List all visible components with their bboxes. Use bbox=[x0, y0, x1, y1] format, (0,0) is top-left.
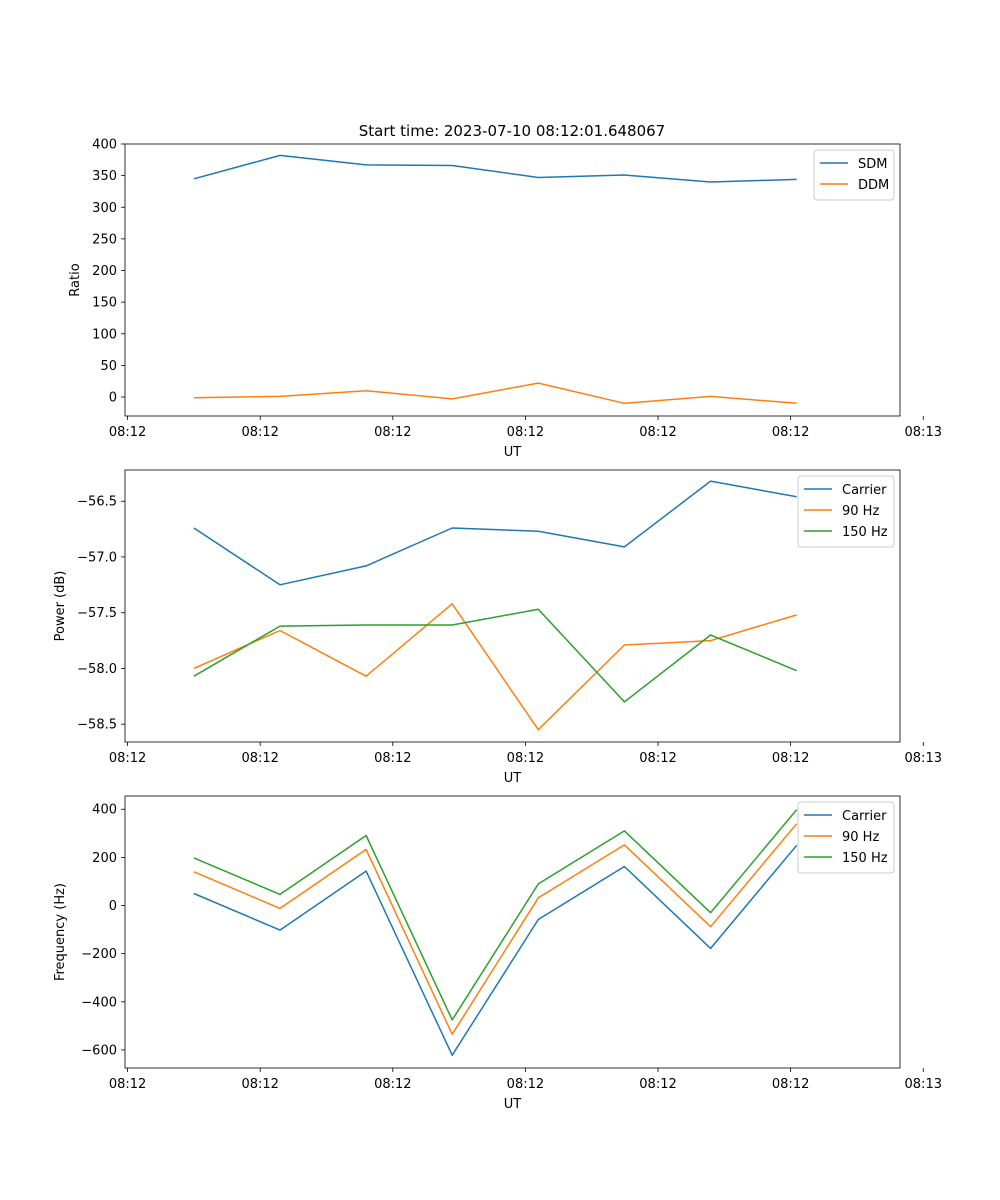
legend-box bbox=[797, 475, 895, 548]
x-tick-label: 08:12 bbox=[772, 425, 809, 440]
axes-frame bbox=[124, 795, 901, 1069]
y-tick-label: 300 bbox=[92, 201, 117, 216]
legend-label: Carrier bbox=[842, 809, 887, 824]
x-tick-label: 08:12 bbox=[241, 425, 278, 440]
x-tick-label: 08:12 bbox=[109, 425, 146, 440]
legend-label: 150 Hz bbox=[842, 525, 888, 540]
series-line-150-hz bbox=[193, 809, 798, 1021]
y-tick-label: 0 bbox=[109, 899, 117, 914]
x-tick-label: 08:12 bbox=[374, 751, 411, 766]
axes-frame bbox=[124, 143, 901, 417]
series-line-ddm bbox=[193, 382, 797, 405]
subplot-1: 08:12 08:12 08:12 08:12 08:12 08:12 08:13 0 50 10… bbox=[68, 138, 942, 461]
series-line-carrier bbox=[193, 480, 797, 586]
y-tick-label: −58.0 bbox=[77, 662, 117, 677]
y-tick-label: −58.5 bbox=[77, 718, 117, 733]
legend-box bbox=[797, 801, 895, 874]
y-tick-label: −57.0 bbox=[77, 550, 117, 565]
legend-label: SDM bbox=[858, 157, 887, 172]
legend: Carrier 90 Hz 150 Hz bbox=[797, 475, 895, 548]
x-axis-label: UT bbox=[504, 771, 522, 786]
y-axis-label: Power (dB) bbox=[53, 571, 68, 642]
subplot-3: 08:12 08:12 08:12 08:12 08:12 08:12 08:13 −600 −… bbox=[53, 795, 942, 1112]
axes-frame bbox=[124, 469, 901, 743]
y-tick-label: −57.5 bbox=[77, 606, 117, 621]
x-tick-label: 08:12 bbox=[109, 751, 146, 766]
x-axis-label: UT bbox=[504, 1097, 522, 1112]
x-axis-label: UT bbox=[504, 445, 522, 460]
y-tick-label: 150 bbox=[92, 296, 117, 311]
x-tick-label: 08:12 bbox=[109, 1077, 146, 1092]
legend: SDM DDM bbox=[813, 149, 895, 201]
legend: Carrier 90 Hz 150 Hz bbox=[797, 801, 895, 874]
y-tick-label: 50 bbox=[100, 359, 117, 374]
y-tick-label: 200 bbox=[92, 851, 117, 866]
series-line-90-hz bbox=[193, 603, 797, 731]
x-tick-label: 08:12 bbox=[639, 1077, 676, 1092]
series-line-sdm bbox=[193, 154, 797, 183]
y-tick-label: 400 bbox=[92, 803, 117, 818]
x-tick-label: 08:12 bbox=[772, 1077, 809, 1092]
y-tick-label: −200 bbox=[81, 947, 117, 962]
y-tick-label: −600 bbox=[81, 1043, 117, 1058]
legend-label: 90 Hz bbox=[842, 830, 879, 845]
x-tick-label: 08:12 bbox=[374, 1077, 411, 1092]
x-tick-label: 08:12 bbox=[639, 425, 676, 440]
x-tick-label: 08:12 bbox=[772, 751, 809, 766]
y-axis-label: Frequency (Hz) bbox=[53, 883, 68, 981]
series-line-90-hz bbox=[193, 823, 798, 1036]
legend-label: DDM bbox=[858, 178, 889, 193]
x-tick-label: 08:13 bbox=[905, 425, 942, 440]
figure-title: Start time: 2023-07-10 08:12:01.648067 bbox=[359, 122, 665, 140]
x-tick-label: 08:12 bbox=[374, 425, 411, 440]
x-tick-label: 08:12 bbox=[507, 751, 544, 766]
x-tick-label: 08:12 bbox=[241, 1077, 278, 1092]
y-tick-label: −400 bbox=[81, 995, 117, 1010]
x-tick-label: 08:13 bbox=[905, 751, 942, 766]
y-tick-label: −56.5 bbox=[77, 495, 117, 510]
y-tick-label: 200 bbox=[92, 264, 117, 279]
x-tick-label: 08:12 bbox=[507, 425, 544, 440]
subplot-2: 08:12 08:12 08:12 08:12 08:12 08:12 08:13 −58.5… bbox=[53, 469, 942, 786]
y-tick-label: 400 bbox=[92, 138, 117, 153]
y-tick-label: 250 bbox=[92, 232, 117, 247]
series-line-150-hz bbox=[193, 608, 797, 703]
y-tick-label: 0 bbox=[109, 391, 117, 406]
legend-label: 150 Hz bbox=[842, 851, 888, 866]
legend-label: Carrier bbox=[842, 483, 887, 498]
x-tick-label: 08:12 bbox=[507, 1077, 544, 1092]
y-tick-label: 100 bbox=[92, 327, 117, 342]
x-tick-label: 08:13 bbox=[905, 1077, 942, 1092]
x-tick-label: 08:12 bbox=[639, 751, 676, 766]
legend-label: 90 Hz bbox=[842, 504, 879, 519]
y-tick-label: 350 bbox=[92, 169, 117, 184]
x-tick-label: 08:12 bbox=[241, 751, 278, 766]
y-axis-label: Ratio bbox=[68, 263, 83, 296]
series-line-carrier bbox=[193, 844, 798, 1056]
